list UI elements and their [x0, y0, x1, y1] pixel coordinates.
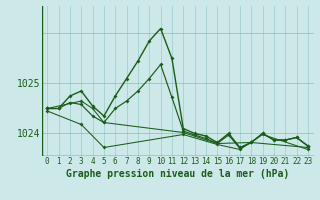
X-axis label: Graphe pression niveau de la mer (hPa): Graphe pression niveau de la mer (hPa)	[66, 169, 289, 179]
